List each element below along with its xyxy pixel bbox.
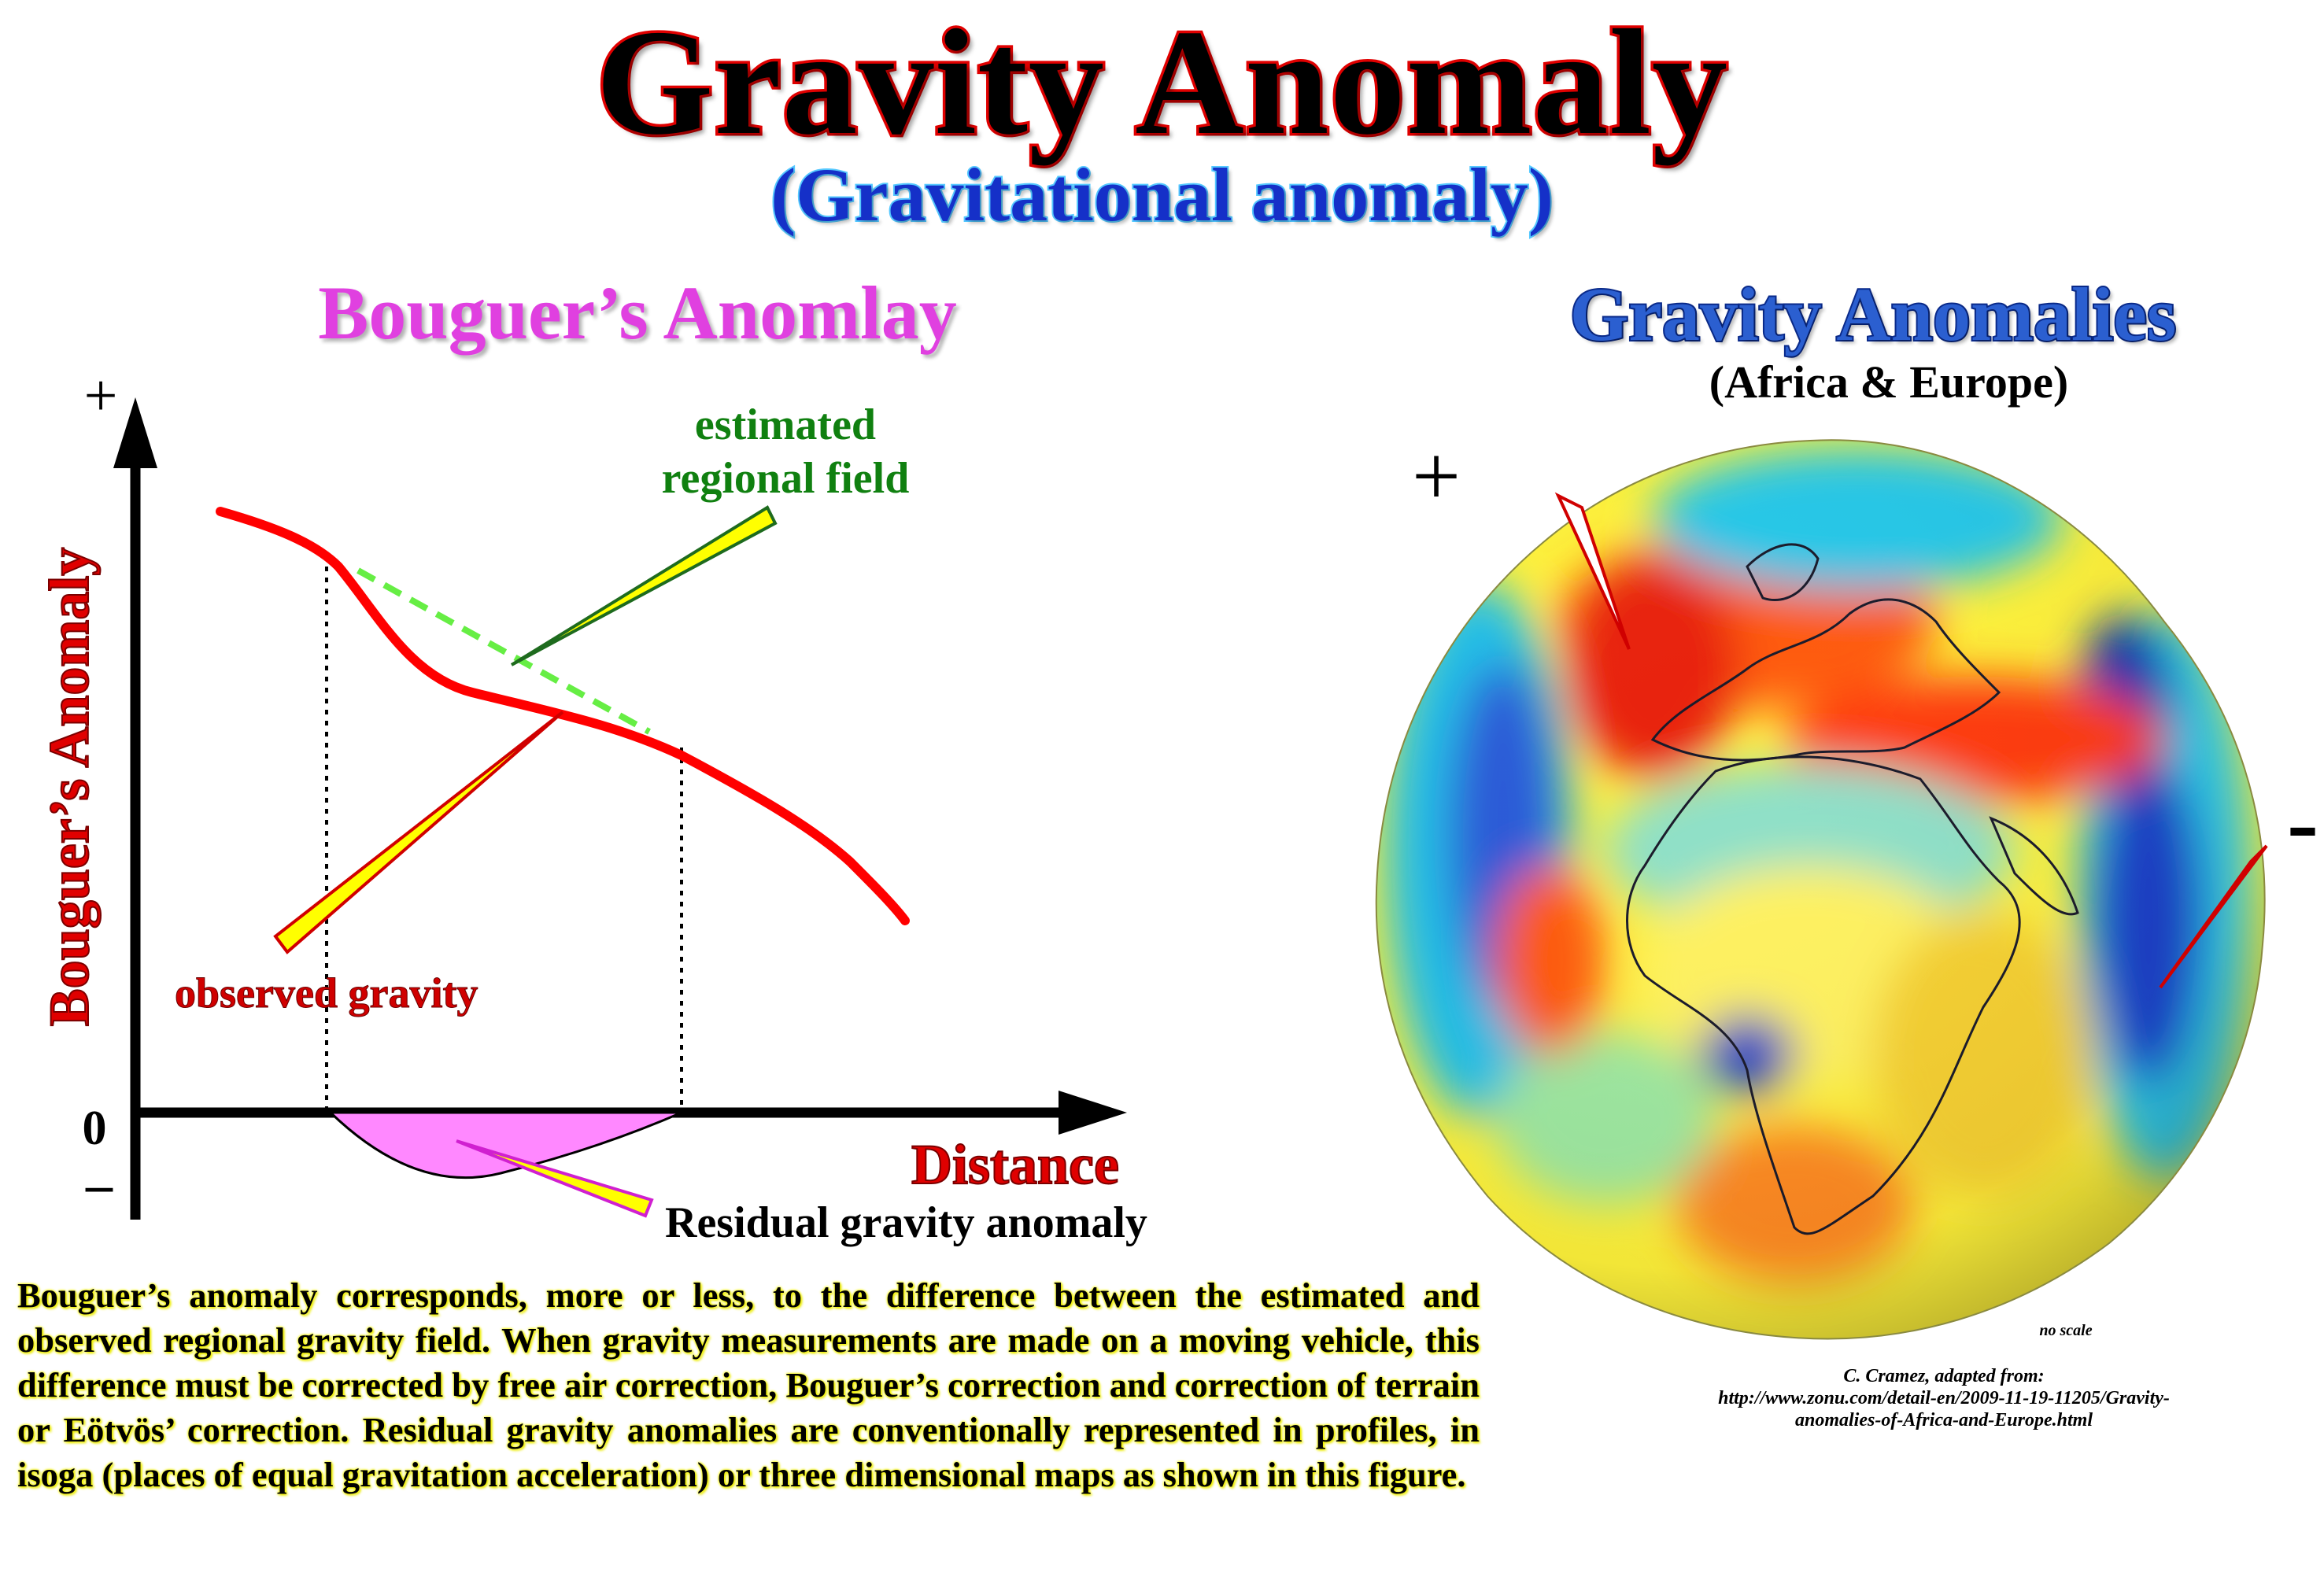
regional-field-label-line1: estimated [695,401,876,449]
positive-pointer-arrow [1554,492,1631,650]
y-axis-plus-sign: + [84,363,118,429]
negative-pointer-arrow [2159,844,2268,989]
observed-gravity-label: observed gravity [175,969,478,1017]
negative-anomaly-sign: - [2287,770,2318,874]
y-axis-arrowhead [113,397,157,468]
estimated-regional-line [357,567,651,735]
gravity-anomaly-globe: + - [1375,428,2318,1340]
x-axis-arrowhead [1059,1091,1127,1135]
positive-anomaly-sign: + [1412,428,1461,524]
map-region-caption: (Africa & Europe) [1709,356,2069,408]
bouguer-heading: Bouguer’s Anomlay [318,271,957,355]
page-subtitle: (Gravitational anomaly) [769,151,1555,238]
observed-gravity-curve [216,507,910,925]
observed-pointer-arrow [273,711,564,954]
page-title: Gravity Anomaly [593,0,1731,169]
y-axis-label: Bouguer’s Anomaly [38,548,101,1027]
residual-anomaly-area [327,1111,682,1179]
residual-anomaly-label: Residual gravity anomaly [665,1198,1147,1247]
no-scale-note: no scale [2039,1322,2093,1339]
regional-pointer-arrow [510,505,778,666]
residual-pointer-arrow [456,1139,654,1218]
credit-line-2: http://www.zonu.com/detail-en/2009-11-19… [1718,1388,2170,1408]
credit-line-1: C. Cramez, adapted from: [1843,1366,2045,1386]
source-credit: C. Cramez, adapted from: http://www.zonu… [1605,1365,2282,1431]
gravity-anomalies-heading: Gravity Anomalies [1568,271,2178,358]
description-text: Bouguer’s anomaly corresponds, more or l… [17,1275,1480,1494]
y-axis-zero-label: 0 [83,1102,107,1155]
globe-outline [1375,439,2266,1340]
bouguer-diagram: + 0 – Bouguer’s Anomaly Distance estimat… [37,363,1147,1247]
regional-field-label-line2: regional field [662,454,910,503]
y-axis-minus-sign: – [85,1154,113,1214]
x-axis-label: Distance [911,1133,1119,1196]
credit-line-3: anomalies-of-Africa-and-Europe.html [1794,1410,2093,1430]
